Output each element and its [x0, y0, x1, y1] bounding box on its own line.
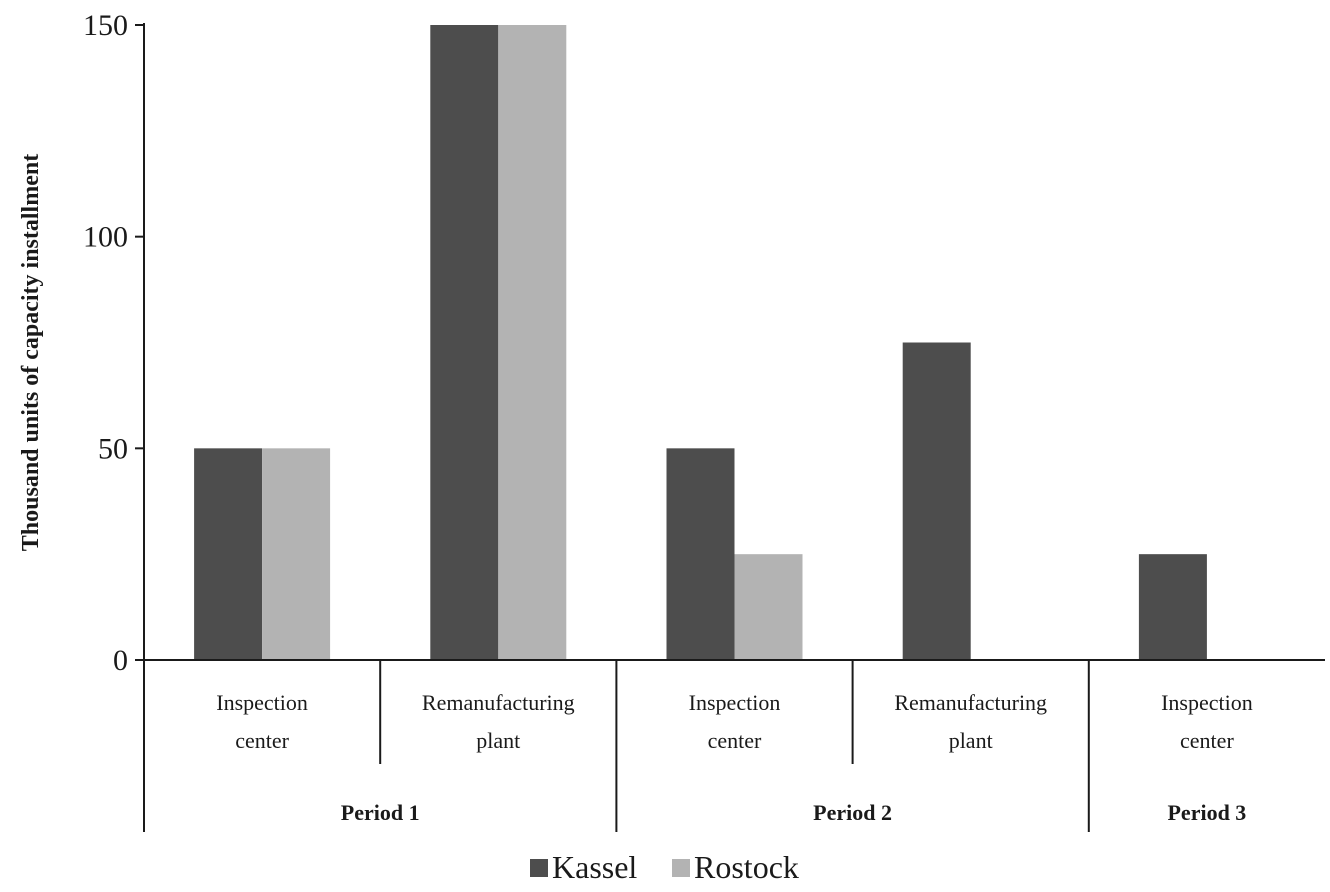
- bar-kassel-4: [902, 342, 971, 660]
- y-tick-label: 150: [83, 9, 128, 42]
- bar-kassel-1: [194, 448, 263, 660]
- category-label-line1: Inspection: [689, 690, 781, 715]
- category-label-line2: center: [1180, 728, 1234, 753]
- y-tick-label: 50: [98, 432, 128, 465]
- bar-rostock-1: [262, 448, 331, 660]
- category-label-line1: Remanufacturing: [894, 690, 1047, 715]
- category-label-line2: center: [708, 728, 762, 753]
- category-label-line1: Remanufacturing: [422, 690, 575, 715]
- legend: Kassel Rostock: [530, 849, 799, 885]
- bars: [194, 25, 1207, 660]
- y-tick-label: 100: [83, 221, 128, 254]
- legend-swatch-kassel: [530, 859, 548, 877]
- legend-label-rostock: Rostock: [694, 849, 799, 885]
- bar-kassel-5: [1138, 554, 1207, 660]
- bar-kassel-3: [666, 448, 735, 660]
- bar-rostock-3: [734, 554, 803, 660]
- legend-label-kassel: Kassel: [552, 849, 637, 885]
- category-label-line2: plant: [949, 728, 993, 753]
- y-axis-label: Thousand units of capacity installment: [18, 154, 44, 551]
- bar-rostock-2: [498, 25, 567, 660]
- category-label-line2: plant: [476, 728, 520, 753]
- category-label-line2: center: [235, 728, 289, 753]
- bar-kassel-2: [430, 25, 499, 660]
- legend-swatch-rostock: [672, 859, 690, 877]
- period-label: Period 1: [341, 800, 420, 825]
- category-label-line1: Inspection: [216, 690, 308, 715]
- y-tick-label: 0: [113, 644, 128, 677]
- category-label-line1: Inspection: [1161, 690, 1253, 715]
- x-axis: Inspection center Remanufacturing plant Insp…: [143, 659, 1325, 832]
- y-axis: 0 50 100 150: [83, 9, 145, 677]
- period-label: Period 2: [813, 800, 892, 825]
- period-label: Period 3: [1167, 800, 1246, 825]
